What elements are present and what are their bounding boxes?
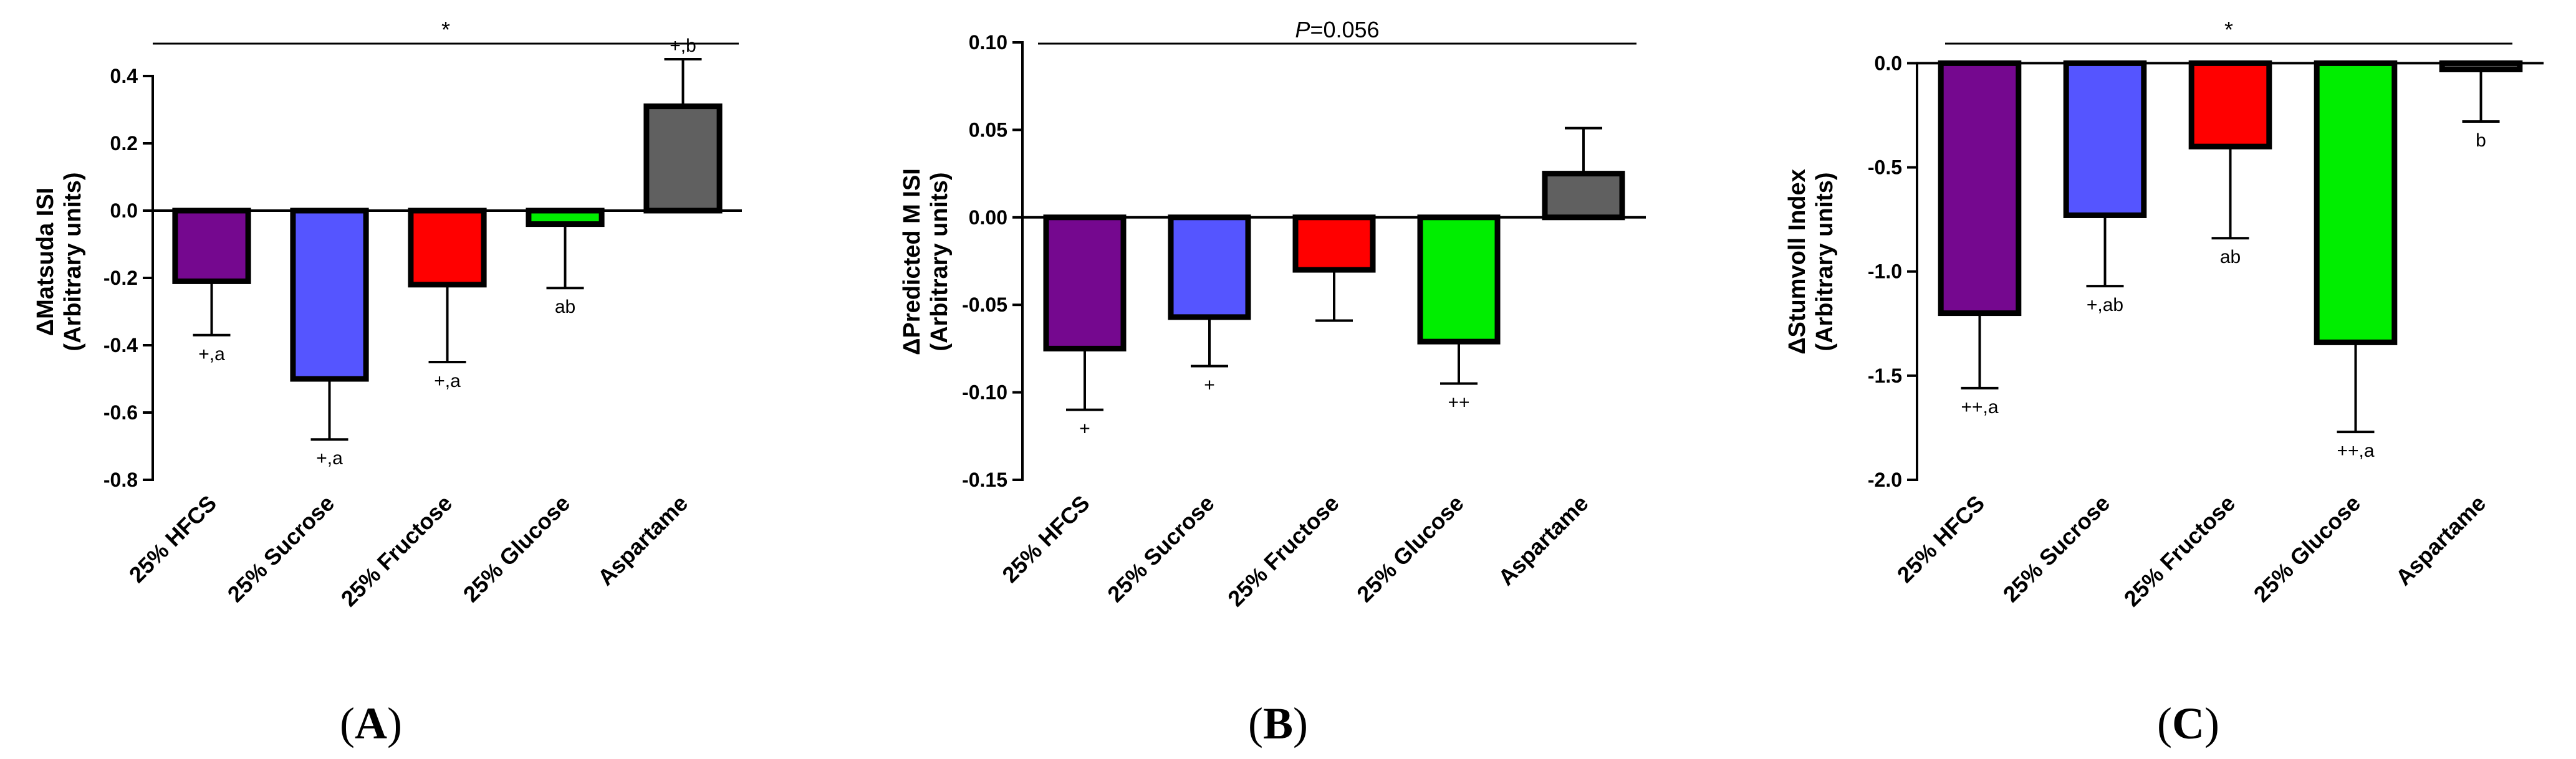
y-tick-label: -0.6 [103,401,138,424]
y-tick-label: -0.8 [103,469,138,491]
panel-label-open-paren: ( [2157,699,2172,748]
panel-a: -0.8 -0.6 -0.4 -0.2 0.0 0.2 0.4 +,a 25% HFCS +,a 2… [32,17,742,748]
panel-label: (B) [1248,699,1308,748]
significance-label: ab [555,297,575,317]
significance-label: +,b [670,36,696,56]
bar [172,208,251,284]
chart-title: P=0.056 [1295,17,1379,42]
category-label: 25% Glucose [458,490,575,607]
title-p-italic: P [1295,17,1310,42]
category-label: Aspartame [2391,490,2491,591]
y-axis-label: ΔMatsuda ISI [32,188,59,336]
category-label: Aspartame [1493,490,1593,591]
y-tick-label: 0.0 [1875,52,1902,74]
significance-label: b [2476,130,2486,151]
panel-label-letter: B [1263,699,1293,748]
y-tick-label: 0.05 [969,118,1007,141]
y-tick-label: 0.00 [969,206,1007,229]
panel-label-close-paren: ) [2204,699,2219,748]
significance-label: + [1079,419,1090,439]
significance-label: +,a [434,371,461,391]
y-tick-label: 0.10 [969,31,1007,54]
bar [1168,214,1251,320]
category-label: 25% HFCS [1892,490,1989,588]
y-tick-label: 0.2 [110,132,138,155]
y-axis-label: ΔStumvoll Index [1784,169,1810,355]
y-axis-label-units: (Arbitrary units) [1812,172,1838,351]
bar [643,103,723,214]
category-label: 25% Fructose [2119,490,2241,612]
significance-label: ++,a [1961,397,1998,418]
significance-label: +,a [316,448,343,469]
bar [1542,171,1625,221]
bar [1043,214,1127,351]
y-tick-label: -0.05 [962,294,1007,316]
y-tick-label: -1.5 [1868,365,1902,387]
y-tick-label: -0.4 [103,334,138,356]
bar [526,208,605,227]
bar [2314,60,2398,345]
significance-label: +,ab [2087,295,2123,315]
panel-label: (C) [2157,699,2219,748]
y-tick-label: -0.5 [1868,156,1902,179]
panel-label-open-paren: ( [340,699,355,748]
significance-label: ab [2220,247,2241,267]
y-tick-label: 0.0 [110,199,138,222]
category-label: 25% Sucrose [1998,490,2115,607]
bar [2063,60,2147,218]
panel-c: -2.0 -1.5 -1.0 -0.5 0.0 ++,a 25% HFCS +,ab 25% S… [1784,17,2544,748]
y-axis-label: ΔPredicted M ISI [899,168,925,355]
bar [408,208,487,288]
y-tick-label: -0.15 [962,469,1007,491]
y-axis-label-units: (Arbitrary units) [926,172,953,351]
y-tick-label: -0.2 [103,267,138,289]
category-label: 25% Sucrose [223,490,339,607]
category-label: 25% Fructose [336,490,458,612]
y-tick-label: -0.10 [962,381,1007,404]
bar [1417,214,1501,345]
y-tick-label: -1.0 [1868,260,1902,283]
significance-label: ++ [1448,393,1469,413]
category-label: Aspartame [593,490,693,591]
chart-title: * [2224,17,2233,42]
panel-label-close-paren: ) [1293,699,1308,748]
category-label: 25% HFCS [124,490,221,588]
chart-title: * [441,17,450,42]
y-axis-label-units: (Arbitrary units) [60,172,86,351]
panel-b: -0.15 -0.10 -0.05 0.00 0.05 0.10 +25% HFCS +25%… [899,17,1646,748]
category-label: 25% HFCS [997,490,1094,588]
panel-label-open-paren: ( [1248,699,1263,748]
panel-label-close-paren: ) [387,699,402,748]
y-tick-label: 0.4 [110,65,138,87]
category-label: 25% Glucose [2249,490,2365,607]
panel-label-letter: C [2172,699,2204,748]
y-tick-label: -2.0 [1868,469,1902,491]
bar [1292,214,1376,273]
bar [290,208,369,382]
panel-label-letter: A [355,699,387,748]
panel-label: (A) [340,699,402,748]
title-value: =0.056 [1310,17,1379,42]
bar [2188,60,2272,150]
category-label: 25% Glucose [1352,490,1468,607]
significance-label: + [1204,375,1215,395]
significance-label: ++,a [2337,441,2374,461]
category-label: 25% Fructose [1223,490,1344,612]
bar [1938,60,2022,317]
category-label: 25% Sucrose [1102,490,1219,607]
significance-label: +,a [198,344,225,365]
